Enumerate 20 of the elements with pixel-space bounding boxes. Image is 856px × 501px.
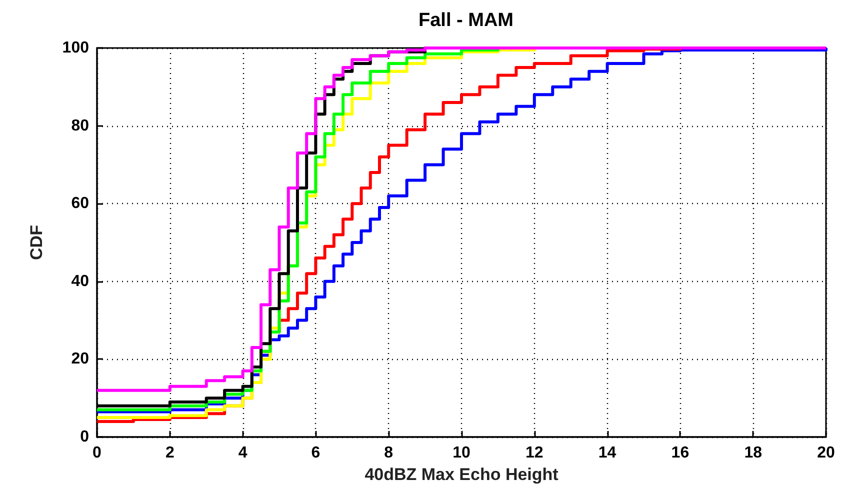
x-tick-label: 18 [744,444,762,462]
chart-title: Fall - MAM [418,10,514,31]
x-tick-label: 4 [238,444,248,462]
y-tick-label: 20 [71,350,90,368]
x-tick-label: 14 [598,444,616,462]
x-tick-label: 0 [92,444,102,462]
x-tick-label: 20 [817,444,835,462]
x-tick-label: 16 [671,444,690,462]
y-tick-label: 0 [80,428,90,446]
y-axis-title: CDF [27,225,46,260]
x-tick-label: 12 [526,444,544,462]
x-tick-label: 8 [384,444,394,462]
x-axis-title: 40dBZ Max Echo Height [364,464,559,484]
x-tick-label: 6 [311,444,320,462]
x-tick-label: 2 [165,444,174,462]
y-tick-label: 100 [62,40,90,56]
y-tick-label: 80 [71,117,90,134]
y-tick-label: 60 [71,195,90,212]
y-tick-label: 40 [71,272,90,290]
x-tick-label: 10 [452,444,470,462]
